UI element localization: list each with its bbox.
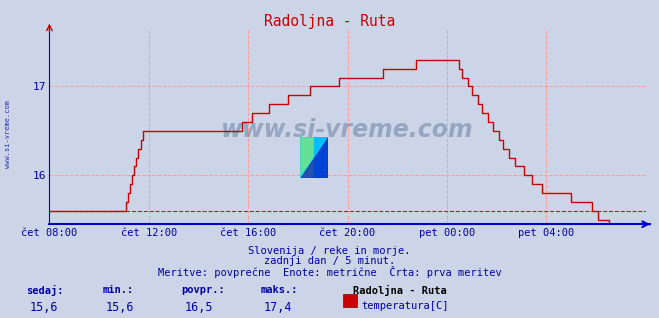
Text: www.si-vreme.com: www.si-vreme.com [221,118,474,142]
Text: Slovenija / reke in morje.: Slovenija / reke in morje. [248,246,411,256]
Text: 17,4: 17,4 [264,301,292,314]
Text: povpr.:: povpr.: [181,285,225,294]
Text: min.:: min.: [102,285,133,294]
Text: sedaj:: sedaj: [26,285,64,296]
Text: zadnji dan / 5 minut.: zadnji dan / 5 minut. [264,256,395,266]
Text: www.si-vreme.com: www.si-vreme.com [5,100,11,168]
Polygon shape [300,137,328,178]
Text: 15,6: 15,6 [105,301,134,314]
Text: 16,5: 16,5 [185,301,213,314]
Polygon shape [300,137,314,178]
Text: Radoljna - Ruta: Radoljna - Ruta [353,285,446,296]
Text: temperatura[C]: temperatura[C] [361,301,449,310]
Polygon shape [314,137,328,178]
Text: 15,6: 15,6 [30,301,58,314]
Polygon shape [300,137,328,178]
Text: Radoljna - Ruta: Radoljna - Ruta [264,14,395,29]
Text: maks.:: maks.: [260,285,298,294]
Text: Meritve: povprečne  Enote: metrične  Črta: prva meritev: Meritve: povprečne Enote: metrične Črta:… [158,266,501,278]
